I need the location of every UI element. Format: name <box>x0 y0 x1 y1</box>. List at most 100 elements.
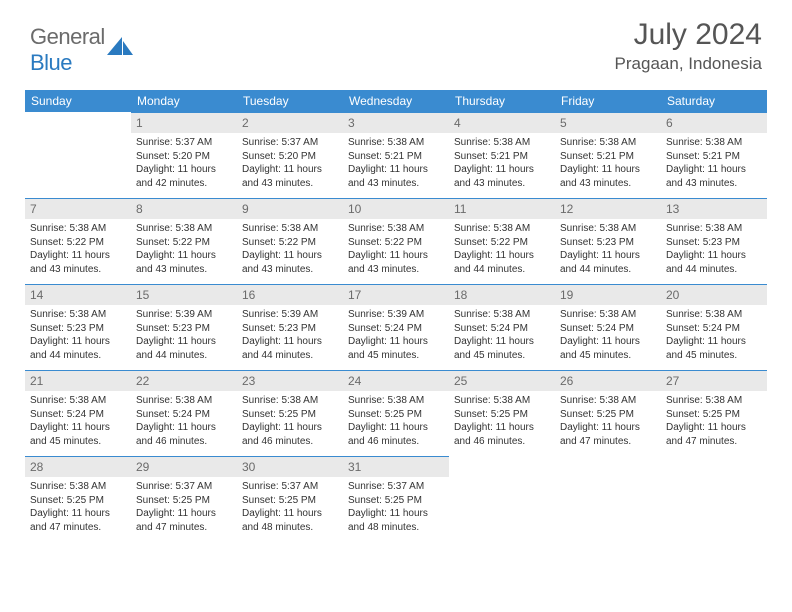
sunrise-line: Sunrise: 5:38 AM <box>136 222 232 236</box>
sunset-line: Sunset: 5:20 PM <box>136 150 232 164</box>
day-number: 13 <box>661 198 767 219</box>
day-details: Sunrise: 5:38 AMSunset: 5:23 PMDaylight:… <box>25 305 131 366</box>
logo-word2: Blue <box>30 50 72 75</box>
calendar-cell: 28Sunrise: 5:38 AMSunset: 5:25 PMDayligh… <box>25 456 131 542</box>
day-details: Sunrise: 5:38 AMSunset: 5:22 PMDaylight:… <box>237 219 343 280</box>
sunset-line: Sunset: 5:25 PM <box>30 494 126 508</box>
calendar-cell <box>449 456 555 542</box>
day-number: 1 <box>131 112 237 133</box>
calendar-cell <box>25 112 131 198</box>
sunrise-line: Sunrise: 5:38 AM <box>560 136 656 150</box>
logo-sail-icon <box>107 37 133 57</box>
calendar-cell: 13Sunrise: 5:38 AMSunset: 5:23 PMDayligh… <box>661 198 767 284</box>
daylight-line: Daylight: 11 hours and 43 minutes. <box>136 249 232 276</box>
day-details: Sunrise: 5:38 AMSunset: 5:25 PMDaylight:… <box>343 391 449 452</box>
calendar-cell: 21Sunrise: 5:38 AMSunset: 5:24 PMDayligh… <box>25 370 131 456</box>
calendar-cell: 11Sunrise: 5:38 AMSunset: 5:22 PMDayligh… <box>449 198 555 284</box>
sunrise-line: Sunrise: 5:38 AM <box>136 394 232 408</box>
day-details: Sunrise: 5:38 AMSunset: 5:21 PMDaylight:… <box>449 133 555 194</box>
day-number: 22 <box>131 370 237 391</box>
sunset-line: Sunset: 5:25 PM <box>666 408 762 422</box>
sunrise-line: Sunrise: 5:37 AM <box>242 136 338 150</box>
day-number: 12 <box>555 198 661 219</box>
day-details: Sunrise: 5:38 AMSunset: 5:24 PMDaylight:… <box>131 391 237 452</box>
daylight-line: Daylight: 11 hours and 46 minutes. <box>136 421 232 448</box>
day-number: 27 <box>661 370 767 391</box>
daylight-line: Daylight: 11 hours and 47 minutes. <box>666 421 762 448</box>
sunrise-line: Sunrise: 5:38 AM <box>30 308 126 322</box>
daylight-line: Daylight: 11 hours and 43 minutes. <box>30 249 126 276</box>
sunset-line: Sunset: 5:24 PM <box>454 322 550 336</box>
daylight-line: Daylight: 11 hours and 43 minutes. <box>348 249 444 276</box>
day-number: 24 <box>343 370 449 391</box>
calendar-cell: 10Sunrise: 5:38 AMSunset: 5:22 PMDayligh… <box>343 198 449 284</box>
sunrise-line: Sunrise: 5:37 AM <box>136 136 232 150</box>
month-title: July 2024 <box>615 18 762 52</box>
day-details: Sunrise: 5:37 AMSunset: 5:25 PMDaylight:… <box>131 477 237 538</box>
day-number: 30 <box>237 456 343 477</box>
day-number: 26 <box>555 370 661 391</box>
calendar-cell: 16Sunrise: 5:39 AMSunset: 5:23 PMDayligh… <box>237 284 343 370</box>
day-details: Sunrise: 5:37 AMSunset: 5:25 PMDaylight:… <box>237 477 343 538</box>
day-details: Sunrise: 5:39 AMSunset: 5:24 PMDaylight:… <box>343 305 449 366</box>
calendar-row: 7Sunrise: 5:38 AMSunset: 5:22 PMDaylight… <box>25 198 767 284</box>
calendar-cell: 20Sunrise: 5:38 AMSunset: 5:24 PMDayligh… <box>661 284 767 370</box>
sunrise-line: Sunrise: 5:39 AM <box>242 308 338 322</box>
daylight-line: Daylight: 11 hours and 45 minutes. <box>30 421 126 448</box>
sunset-line: Sunset: 5:24 PM <box>666 322 762 336</box>
day-number: 7 <box>25 198 131 219</box>
calendar-cell <box>555 456 661 542</box>
sunrise-line: Sunrise: 5:38 AM <box>454 308 550 322</box>
daylight-line: Daylight: 11 hours and 47 minutes. <box>30 507 126 534</box>
sunrise-line: Sunrise: 5:38 AM <box>560 222 656 236</box>
sunset-line: Sunset: 5:24 PM <box>348 322 444 336</box>
calendar-cell: 30Sunrise: 5:37 AMSunset: 5:25 PMDayligh… <box>237 456 343 542</box>
calendar-cell: 27 Sunrise: 5:38 AMSunset: 5:25 PMDayligh… <box>661 370 767 456</box>
day-number: 3 <box>343 112 449 133</box>
weekday-header: Tuesday <box>237 90 343 112</box>
day-details: Sunrise: 5:38 AMSunset: 5:23 PMDaylight:… <box>555 219 661 280</box>
sunrise-line: Sunrise: 5:39 AM <box>136 308 232 322</box>
sunset-line: Sunset: 5:25 PM <box>242 408 338 422</box>
daylight-line: Daylight: 11 hours and 42 minutes. <box>136 163 232 190</box>
weekday-header: Thursday <box>449 90 555 112</box>
calendar-table: SundayMondayTuesdayWednesdayThursdayFrid… <box>25 90 767 542</box>
day-details: Sunrise: 5:38 AMSunset: 5:21 PMDaylight:… <box>343 133 449 194</box>
calendar-cell: 25Sunrise: 5:38 AMSunset: 5:25 PMDayligh… <box>449 370 555 456</box>
sunset-line: Sunset: 5:22 PM <box>242 236 338 250</box>
calendar-cell: 31Sunrise: 5:37 AMSunset: 5:25 PMDayligh… <box>343 456 449 542</box>
sunset-line: Sunset: 5:23 PM <box>560 236 656 250</box>
sunrise-line: Sunrise: 5:38 AM <box>666 394 762 408</box>
day-number: 6 <box>661 112 767 133</box>
weekday-header: Saturday <box>661 90 767 112</box>
weekday-header: Wednesday <box>343 90 449 112</box>
daylight-line: Daylight: 11 hours and 47 minutes. <box>560 421 656 448</box>
day-number: 25 <box>449 370 555 391</box>
calendar-cell: 12Sunrise: 5:38 AMSunset: 5:23 PMDayligh… <box>555 198 661 284</box>
sunset-line: Sunset: 5:22 PM <box>136 236 232 250</box>
calendar-cell: 1 Sunrise: 5:37 AMSunset: 5:20 PMDaylight… <box>131 112 237 198</box>
day-details: Sunrise: 5:38 AMSunset: 5:22 PMDaylight:… <box>343 219 449 280</box>
calendar-row: 21Sunrise: 5:38 AMSunset: 5:24 PMDayligh… <box>25 370 767 456</box>
day-details: Sunrise: 5:38 AMSunset: 5:25 PMDaylight:… <box>555 391 661 452</box>
daylight-line: Daylight: 11 hours and 46 minutes. <box>454 421 550 448</box>
day-number: 17 <box>343 284 449 305</box>
day-number: 20 <box>661 284 767 305</box>
sunrise-line: Sunrise: 5:38 AM <box>666 136 762 150</box>
calendar-cell: 14Sunrise: 5:38 AMSunset: 5:23 PMDayligh… <box>25 284 131 370</box>
sunrise-line: Sunrise: 5:38 AM <box>454 222 550 236</box>
calendar-header-row: SundayMondayTuesdayWednesdayThursdayFrid… <box>25 90 767 112</box>
calendar-cell: 4Sunrise: 5:38 AMSunset: 5:21 PMDaylight… <box>449 112 555 198</box>
location: Pragaan, Indonesia <box>615 54 762 74</box>
calendar-cell: 5Sunrise: 5:38 AMSunset: 5:21 PMDaylight… <box>555 112 661 198</box>
day-details: Sunrise: 5:38 AMSunset: 5:21 PMDaylight:… <box>555 133 661 194</box>
sunset-line: Sunset: 5:23 PM <box>666 236 762 250</box>
daylight-line: Daylight: 11 hours and 44 minutes. <box>242 335 338 362</box>
sunset-line: Sunset: 5:24 PM <box>560 322 656 336</box>
day-number: 5 <box>555 112 661 133</box>
sunrise-line: Sunrise: 5:38 AM <box>666 308 762 322</box>
daylight-line: Daylight: 11 hours and 44 minutes. <box>454 249 550 276</box>
sunset-line: Sunset: 5:23 PM <box>136 322 232 336</box>
day-number: 15 <box>131 284 237 305</box>
calendar-cell: 17Sunrise: 5:39 AMSunset: 5:24 PMDayligh… <box>343 284 449 370</box>
